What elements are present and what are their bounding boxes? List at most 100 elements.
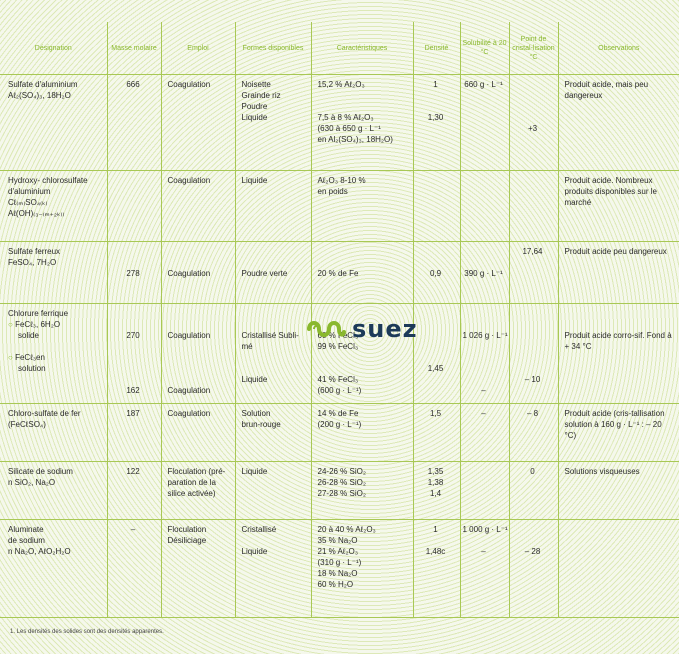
cell-cristal: +3 (508, 74, 558, 171)
table-row: Chloro-sulfate de fer (FeCℓSO₄) 187 Coag… (0, 403, 679, 462)
designation-line: Aluminate (8, 525, 44, 534)
designation-line: (FeCℓSO₄) (8, 420, 46, 429)
cell-solubilite (459, 461, 509, 520)
cell-cristal: 0 (508, 461, 558, 520)
cell-formes: Cristallisé Liquide (234, 519, 311, 618)
caract-value: en Al₂(SO₄)₃, 18H₂O) (317, 135, 393, 144)
cell-designation: Aluminate de sodium n Na₂O, AℓO₂H₂O (0, 519, 107, 618)
caract-value: 18 % Na₂O (317, 569, 358, 578)
observation-text: Produit acide, mais peu dangereux (564, 80, 649, 100)
cell-observations: Produit acide corro-sif. Fond à + 34 °C (557, 303, 679, 404)
cell-densite: 0,9 (412, 241, 460, 304)
masse-value: 122 (126, 467, 140, 476)
cell-emploi: Coagulation Coagulation (160, 303, 235, 404)
densite-value: 1,30 (427, 113, 444, 122)
caract-value: 20 % de Fe (317, 269, 359, 278)
masse-value: 278 (126, 269, 140, 278)
masse-value: 666 (126, 80, 140, 89)
caract-value: (310 g · L⁻¹) (317, 558, 362, 567)
designation-line: Chlorure ferrique (8, 309, 69, 318)
caract-value: 14 % de Fe (317, 409, 359, 418)
cell-emploi: Coagulation (160, 241, 235, 304)
cell-solubilite (459, 170, 509, 242)
header-designation: Désignation (0, 22, 107, 75)
cell-formes: Liquide (234, 461, 311, 520)
cell-cristal: – 8 (508, 403, 558, 462)
table-row: Hydroxy- chlorosulfate d'aluminium Cℓ₍ₘ₎… (0, 170, 679, 242)
caract-value: 15,2 % Aℓ₂O₃ (317, 80, 365, 89)
cell-masse: 666 (106, 74, 161, 171)
designation-line: FeSO₄, 7H₂O (8, 258, 57, 267)
forme-value: Liquide (241, 176, 268, 185)
densite-value: 1,38 (427, 478, 444, 487)
densite-value: 1,45 (427, 364, 444, 373)
cell-solubilite: – (459, 403, 509, 462)
caract-value: 35 % Na₂O (317, 536, 358, 545)
emploi-value: Coagulation (167, 176, 211, 185)
cell-emploi: Coagulation (160, 170, 235, 242)
cell-formes: Noisette Grainde riz Poudre Liquide (234, 74, 311, 171)
cristal-value: – 8 (526, 409, 539, 418)
footnote: 1. Les densités des solides sont des den… (10, 629, 164, 635)
forme-value: brun-rouge (241, 420, 281, 429)
masse-value: 187 (126, 409, 140, 418)
cell-masse: 270 162 (106, 303, 161, 404)
emploi-value: silice activée) (167, 489, 216, 498)
emploi-value: Floculation (167, 525, 207, 534)
cell-designation: Sulfate d'aluminium Aℓ₂(SO₄)₃, 18H₂O (0, 74, 107, 171)
cell-cristal (508, 170, 558, 242)
forme-value: Solution (241, 409, 271, 418)
logo-wordmark: suez (352, 315, 418, 343)
suez-wave-icon (307, 321, 346, 337)
densite-value: 1 (433, 80, 438, 89)
cell-caracteristiques: Aℓ₂O₃ 8-10 % en poids (310, 170, 413, 242)
cell-emploi: Coagulation (160, 403, 235, 462)
masse-value: 162 (126, 386, 140, 395)
cell-caracteristiques: 15,2 % Aℓ₂O₃ 7,5 à 8 % Aℓ₂O₃ (630 à 650 … (310, 74, 413, 171)
cell-caracteristiques: 24-26 % SiO₂ 26-28 % SiO₂ 27-28 % SiO₂ (310, 461, 413, 520)
cell-cristal: – 10 (508, 303, 558, 404)
designation-line: Sulfate d'aluminium (8, 80, 78, 89)
cell-observations: Produit acide. Nombreux produits disponi… (557, 170, 679, 242)
designation-line: solide (18, 331, 39, 340)
densite-value: 1,48c (425, 547, 446, 556)
cell-solubilite: 660 g · L⁻¹ (459, 74, 509, 171)
forme-value: Poudre verte (241, 269, 288, 278)
cell-caracteristiques: 14 % de Fe (200 g · L⁻¹) (310, 403, 413, 462)
caract-value: Aℓ₂O₃ 8-10 % (317, 176, 366, 185)
cell-masse: – (106, 519, 161, 618)
forme-value: Liquide (241, 113, 268, 122)
header-masse-molaire: Masse molaire (106, 22, 161, 75)
caract-value: 20 à 40 % Aℓ₂O₃ (317, 525, 376, 534)
caract-value: 26-28 % SiO₂ (317, 478, 366, 487)
cell-densite: 1 1,48c (412, 519, 460, 618)
designation-line: Silicate de sodium (8, 467, 73, 476)
solubilite-value: 660 g · L⁻¹ (464, 80, 503, 89)
cell-masse: 187 (106, 403, 161, 462)
designation-line: FeCℓ₃, 6H₂O (15, 320, 61, 329)
densite-value: 1 (433, 525, 438, 534)
table-row: Sulfate d'aluminium Aℓ₂(SO₄)₃, 18H₂O 666… (0, 74, 679, 171)
observation-text: Produit acide peu dangereux (564, 247, 667, 256)
designation-line: FeCℓ₃en (15, 353, 45, 362)
caract-value: en poids (317, 187, 348, 196)
cell-masse (106, 170, 161, 242)
solubilite-value: – (481, 409, 486, 418)
cell-designation: Chlorure ferrique ○ FeCℓ₃, 6H₂O solide ○… (0, 303, 107, 404)
cell-emploi: Floculation (pré- paration de la silice … (160, 461, 235, 520)
forme-value: Liquide (241, 547, 268, 556)
cristal-value: – 28 (524, 547, 541, 556)
bullet-icon: ○ (8, 320, 13, 329)
header-densite: Densité (412, 22, 460, 75)
cell-observations: Produit acide (cris-tallisation solution… (557, 403, 679, 462)
suez-logo: suez (306, 314, 432, 344)
cell-densite (412, 170, 460, 242)
cell-designation: Sulfate ferreux FeSO₄, 7H₂O (0, 241, 107, 304)
cell-formes: Cristallisé Subli- mé Liquide (234, 303, 311, 404)
designation-line: Aℓ(OH)₍₃₋₍ₘ₊₂ₖ₎₎ (8, 209, 65, 218)
cell-densite: 1,45 (412, 303, 460, 404)
caract-value: 60 % H₂O (317, 580, 354, 589)
densite-value: 1,4 (429, 489, 442, 498)
emploi-value: Coagulation (167, 409, 211, 418)
